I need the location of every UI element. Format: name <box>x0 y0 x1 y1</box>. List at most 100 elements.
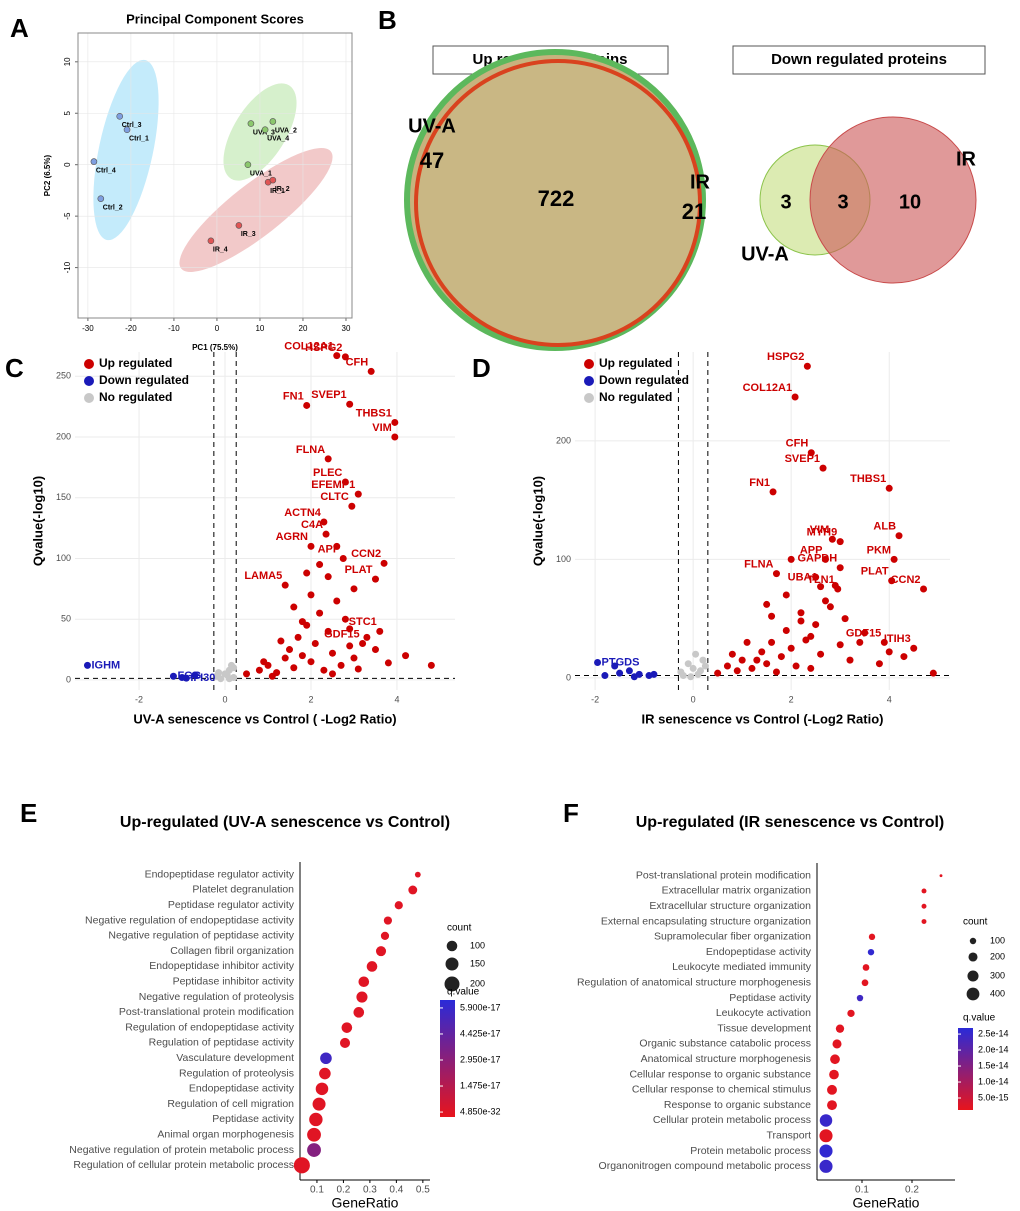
x-tick-label: 0 <box>223 694 228 704</box>
point-label: CCN2 <box>891 574 921 586</box>
dot <box>819 1159 833 1173</box>
point <box>290 603 298 611</box>
chart-title: Up-regulated (IR senescence vs Control) <box>636 814 945 831</box>
point-label: LAMA5 <box>244 570 282 582</box>
category-label: Tissue development <box>717 1022 811 1034</box>
point-label: FN1 <box>749 477 770 489</box>
point <box>679 672 687 680</box>
point-label: GDF15 <box>324 628 359 640</box>
x-axis-title: IR senescence vs Control (-Log2 Ratio) <box>642 711 884 726</box>
point <box>247 120 255 127</box>
point-label: SVEP1 <box>311 389 346 401</box>
point-label: CFH <box>346 356 369 368</box>
category-label: Negative regulation of proteolysis <box>139 991 294 1003</box>
point <box>803 362 811 370</box>
category-label: Regulation of anatomical structure morph… <box>577 977 811 989</box>
x-tick-label: -20 <box>125 324 137 333</box>
category-label: External encapsulating structure organiz… <box>601 915 811 927</box>
point-label: CLTC <box>320 491 349 503</box>
point <box>817 583 825 591</box>
point-label: PTGDS <box>602 656 640 668</box>
category-label: Response to organic substance <box>664 1099 811 1111</box>
category-label: Regulation of cellular protein metabolic… <box>73 1159 294 1171</box>
dot <box>307 1127 321 1142</box>
dot <box>827 1084 837 1095</box>
legend-marker <box>84 376 94 386</box>
x-tick-label: -2 <box>135 694 143 704</box>
size-legend-label: 100 <box>990 935 1005 945</box>
x-tick-label: 0.2 <box>336 1185 350 1196</box>
point <box>215 669 223 677</box>
group-ellipse <box>179 148 333 272</box>
color-tick-label: 5.0e-15 <box>978 1092 1009 1102</box>
point <box>696 667 704 675</box>
legend-marker <box>84 393 94 403</box>
point <box>348 502 356 510</box>
point <box>298 618 306 626</box>
point <box>268 672 276 680</box>
point <box>723 662 731 670</box>
point <box>768 612 776 620</box>
point <box>217 675 225 683</box>
point <box>333 352 341 360</box>
x-tick-label: 0.1 <box>310 1185 324 1196</box>
category-label: Vasculature development <box>176 1052 294 1064</box>
panel-letter: C <box>5 353 24 383</box>
point <box>169 672 177 680</box>
point <box>769 488 777 496</box>
point <box>178 673 186 681</box>
point <box>328 649 336 657</box>
point <box>817 650 825 658</box>
point <box>758 648 766 656</box>
size-legend-title: count <box>447 923 472 934</box>
point <box>244 161 252 168</box>
venn-overlap: 722 <box>538 186 575 211</box>
point <box>337 661 345 669</box>
chart-title: Up-regulated (UV-A senescence vs Control… <box>120 814 450 831</box>
point <box>324 573 332 581</box>
color-bar <box>440 1000 455 1117</box>
point <box>846 656 854 664</box>
point <box>856 638 864 646</box>
category-label: Animal organ morphogenesis <box>157 1129 294 1141</box>
y-tick-label: 0 <box>66 674 71 684</box>
point <box>687 673 695 681</box>
point <box>748 664 756 672</box>
dot <box>339 1037 351 1048</box>
point <box>255 666 263 674</box>
point <box>885 484 893 492</box>
x-tick-label: 2 <box>789 694 794 704</box>
point <box>354 665 362 673</box>
category-label: Supramolecular fiber organization <box>654 931 811 943</box>
x-tick-label: 4 <box>394 694 399 704</box>
y-tick-label: 100 <box>56 553 71 563</box>
category-label: Endopeptidase activity <box>706 946 812 958</box>
size-legend-marker <box>444 976 460 992</box>
size-legend-marker <box>969 937 977 945</box>
dot <box>353 1007 365 1018</box>
point <box>290 664 298 672</box>
point <box>97 195 105 202</box>
dot <box>315 1082 329 1096</box>
point <box>831 581 839 589</box>
point-label: PKM <box>867 544 891 556</box>
point <box>895 532 903 540</box>
point <box>807 664 815 672</box>
y-tick-label: -10 <box>63 261 72 273</box>
x-tick-label: 10 <box>255 324 264 333</box>
point <box>260 658 268 666</box>
category-label: Cellular protein metabolic process <box>653 1114 811 1126</box>
y-tick-label: 200 <box>56 431 71 441</box>
y-tick-label: 5 <box>63 110 72 115</box>
point <box>261 126 269 134</box>
point <box>821 597 829 605</box>
point <box>792 662 800 670</box>
point <box>684 660 692 668</box>
y-tick-label: 200 <box>556 435 571 445</box>
dot <box>408 885 418 895</box>
y-tick-label: 250 <box>56 371 71 381</box>
dot <box>819 1114 833 1127</box>
x-tick-label: 0.2 <box>905 1185 919 1196</box>
point <box>616 669 624 677</box>
